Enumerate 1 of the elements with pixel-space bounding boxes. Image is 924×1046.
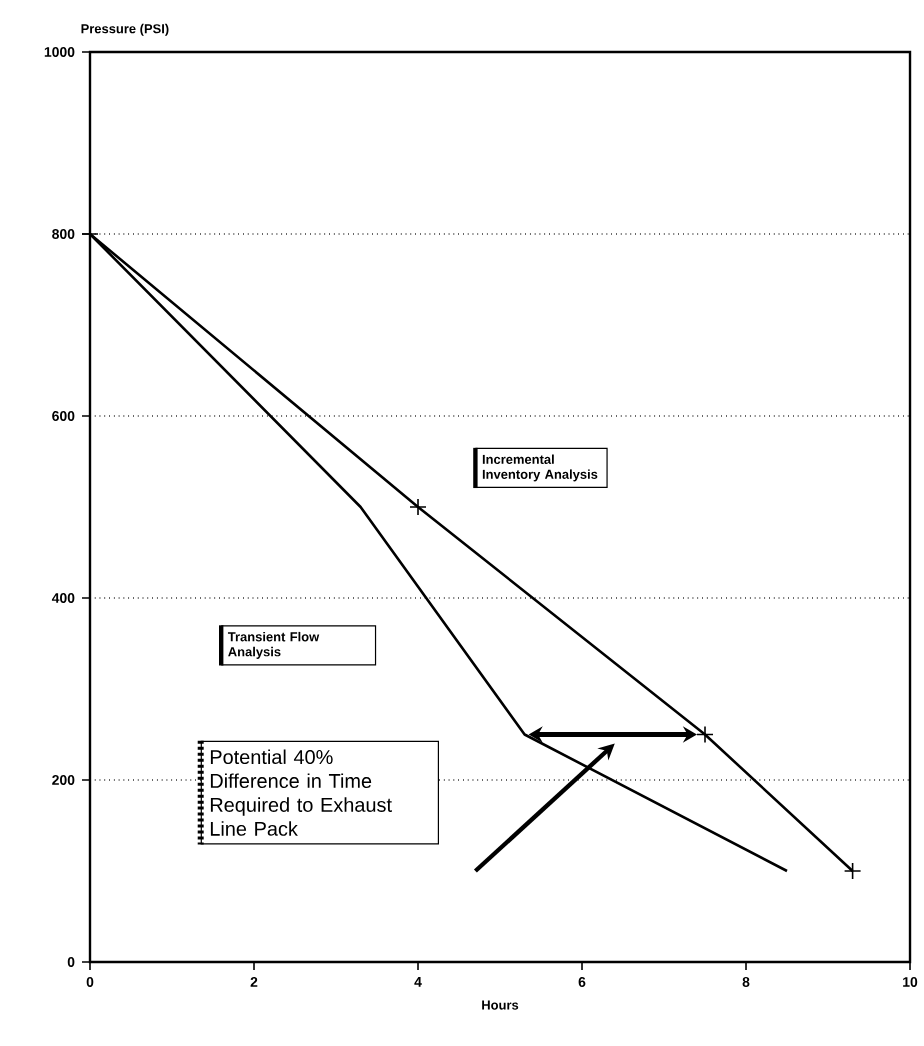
annotation: Potential 40% Difference in Time Required to Exhaust Line Pack (210, 749, 392, 836)
